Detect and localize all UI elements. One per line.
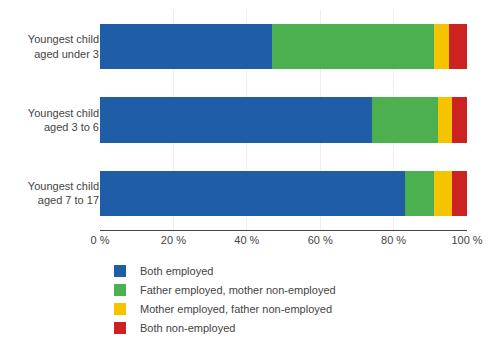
svg-text:100 %: 100 % xyxy=(451,234,482,246)
svg-text:40 %: 40 % xyxy=(234,234,259,246)
svg-text:Youngest childaged 7 to 17: Youngest childaged 7 to 17 xyxy=(28,180,99,206)
svg-text:Both non-employed: Both non-employed xyxy=(140,322,235,334)
svg-text:0 %: 0 % xyxy=(91,234,110,246)
svg-text:Both employed: Both employed xyxy=(140,265,213,277)
svg-text:Youngest childaged under 3: Youngest childaged under 3 xyxy=(28,33,99,59)
svg-text:60 %: 60 % xyxy=(308,234,333,246)
svg-text:20 %: 20 % xyxy=(161,234,186,246)
svg-text:Youngest childaged 3 to 6: Youngest childaged 3 to 6 xyxy=(28,107,99,133)
svg-text:Mother employed, father non-em: Mother employed, father non-employed xyxy=(140,303,332,315)
svg-text:80 %: 80 % xyxy=(381,234,406,246)
svg-text:Father employed, mother non-em: Father employed, mother non-employed xyxy=(140,284,336,296)
